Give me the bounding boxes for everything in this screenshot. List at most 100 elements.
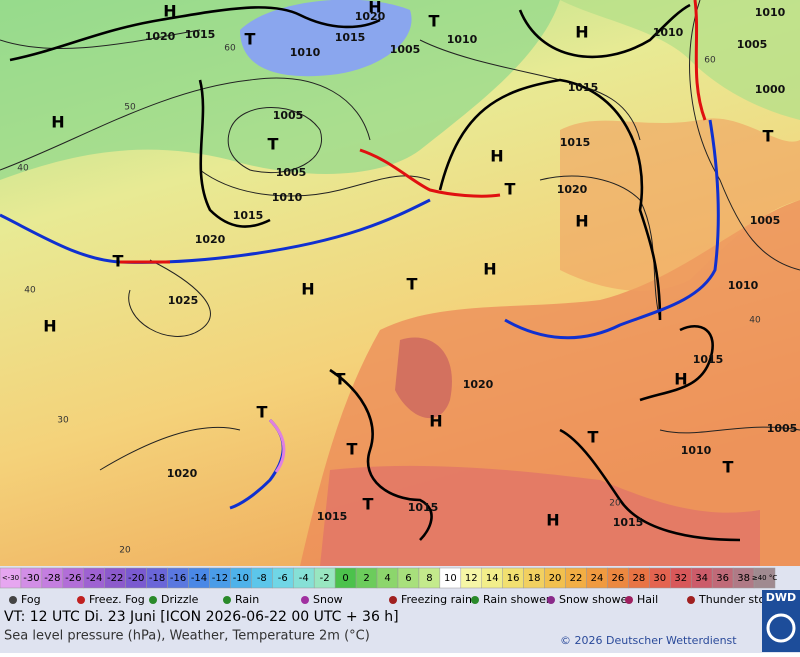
pressure-label: 1020 <box>463 378 494 391</box>
latitude-label: 60 <box>224 44 236 54</box>
hot-area <box>320 465 760 566</box>
scale-label: 14 <box>486 573 499 584</box>
high-pressure: H <box>490 147 503 166</box>
cold-front <box>504 119 720 340</box>
scale-label: <-30 <box>2 574 19 582</box>
low-pressure: T <box>505 180 516 199</box>
scale-label: 2 <box>363 573 369 584</box>
legend-icon <box>547 596 555 604</box>
low-pressure: T <box>335 370 346 389</box>
isobar-thick <box>438 78 662 321</box>
high-pressure: H <box>429 412 442 431</box>
isobar <box>227 107 323 174</box>
low-pressure: T <box>257 403 268 422</box>
scale-label: -10 <box>233 573 249 584</box>
scale-label: -2 <box>320 573 330 584</box>
latitude-label: 40 <box>24 286 36 296</box>
pressure-label: 1000 <box>755 83 786 96</box>
cold-area <box>240 0 412 77</box>
scale-label: -28 <box>44 573 60 584</box>
pressure-label: 1010 <box>755 6 786 19</box>
low-pressure: T <box>245 30 256 49</box>
scale-label: 34 <box>695 573 708 584</box>
pressure-label: 1025 <box>168 294 199 307</box>
isobar-thick <box>329 368 433 541</box>
isobar <box>99 426 241 471</box>
pressure-label: 1005 <box>390 43 421 56</box>
scale-cell <box>753 567 776 589</box>
legend-icon <box>687 596 695 604</box>
scale-label: 24 <box>591 573 604 584</box>
scale-label: 30 <box>653 573 666 584</box>
legend-label: Hail <box>637 593 658 606</box>
scale-label: 26 <box>612 573 625 584</box>
occluded-front <box>268 418 286 473</box>
pressure-label: 1020 <box>195 233 226 246</box>
pressure-label: 1010 <box>681 444 712 457</box>
scale-label: 6 <box>405 573 411 584</box>
scale-label: 36 <box>716 573 729 584</box>
pressure-label: 1015 <box>317 510 348 523</box>
scale-label: 0 <box>342 573 348 584</box>
legend-icon <box>223 596 231 604</box>
high-pressure: H <box>575 23 588 42</box>
pressure-label: 1015 <box>693 353 724 366</box>
scale-label: -22 <box>107 573 123 584</box>
pressure-label: 1005 <box>273 109 304 122</box>
scale-label: -4 <box>299 573 309 584</box>
copyright: © 2026 Deutscher Wetterdienst <box>560 634 737 647</box>
scale-label: 18 <box>528 573 541 584</box>
pressure-label: 1020 <box>355 10 386 23</box>
temperature-scale: <-30 -30 -28 -26 -24 -22 -20 -18 -16 -14 -12 -10 -8-… <box>0 567 777 589</box>
legend-icon <box>9 596 17 604</box>
legend-label: Freez. Fog <box>89 593 145 606</box>
high-pressure: H <box>546 511 559 530</box>
pressure-label: 1015 <box>408 501 439 514</box>
isobar-thick <box>559 428 741 542</box>
high-pressure: H <box>575 212 588 231</box>
low-pressure: T <box>763 127 774 146</box>
scale-label: -18 <box>149 573 165 584</box>
scale-label: -26 <box>65 573 81 584</box>
pressure-label: 1010 <box>272 191 303 204</box>
pressure-label: 1005 <box>750 214 781 227</box>
pressure-label: 1005 <box>767 422 798 435</box>
pressure-label: 1005 <box>276 166 307 179</box>
high-pressure: H <box>483 260 496 279</box>
cold-front <box>0 198 431 264</box>
warm-front <box>693 0 707 121</box>
pressure-label: 1020 <box>167 467 198 480</box>
pressure-label: 1015 <box>185 28 216 41</box>
high-pressure: H <box>674 370 687 389</box>
valid-time: VT: 12 UTC Di. 23 Juni [ICON 2026-06-22 … <box>4 609 399 625</box>
low-pressure: T <box>429 12 440 31</box>
scale-label: -24 <box>86 573 102 584</box>
pressure-label: 1010 <box>653 26 684 39</box>
legend-icon <box>149 596 157 604</box>
cool-area <box>0 0 560 180</box>
scale-label: 22 <box>570 573 583 584</box>
isobar <box>0 29 201 50</box>
low-pressure: T <box>268 135 279 154</box>
isobar <box>659 426 800 434</box>
legend-label: Snow <box>313 593 343 606</box>
logo: DWD <box>766 591 796 604</box>
low-pressure: T <box>407 275 418 294</box>
pressure-label: 1015 <box>613 516 644 529</box>
scale-label: 28 <box>632 573 645 584</box>
pressure-label: 1015 <box>568 81 599 94</box>
weather-legend: Fog Freez. Fog Drizzle Rain Snow Freezing rai… <box>9 593 780 606</box>
legend-label: Drizzle <box>161 593 199 606</box>
scale-label: 4 <box>384 573 390 584</box>
high-pressure: H <box>163 2 176 21</box>
description: Sea level pressure (hPa), Weather, Tempe… <box>4 629 370 644</box>
isobar <box>0 77 371 171</box>
pressure-label: 1015 <box>560 136 591 149</box>
latitude-label: 20 <box>609 499 621 509</box>
scale-label: 20 <box>549 573 562 584</box>
low-pressure: T <box>588 428 599 447</box>
scale-label: -16 <box>170 573 186 584</box>
scale-label: 16 <box>507 573 520 584</box>
scale-label: -14 <box>191 573 207 584</box>
scale-label: -30 <box>23 573 39 584</box>
